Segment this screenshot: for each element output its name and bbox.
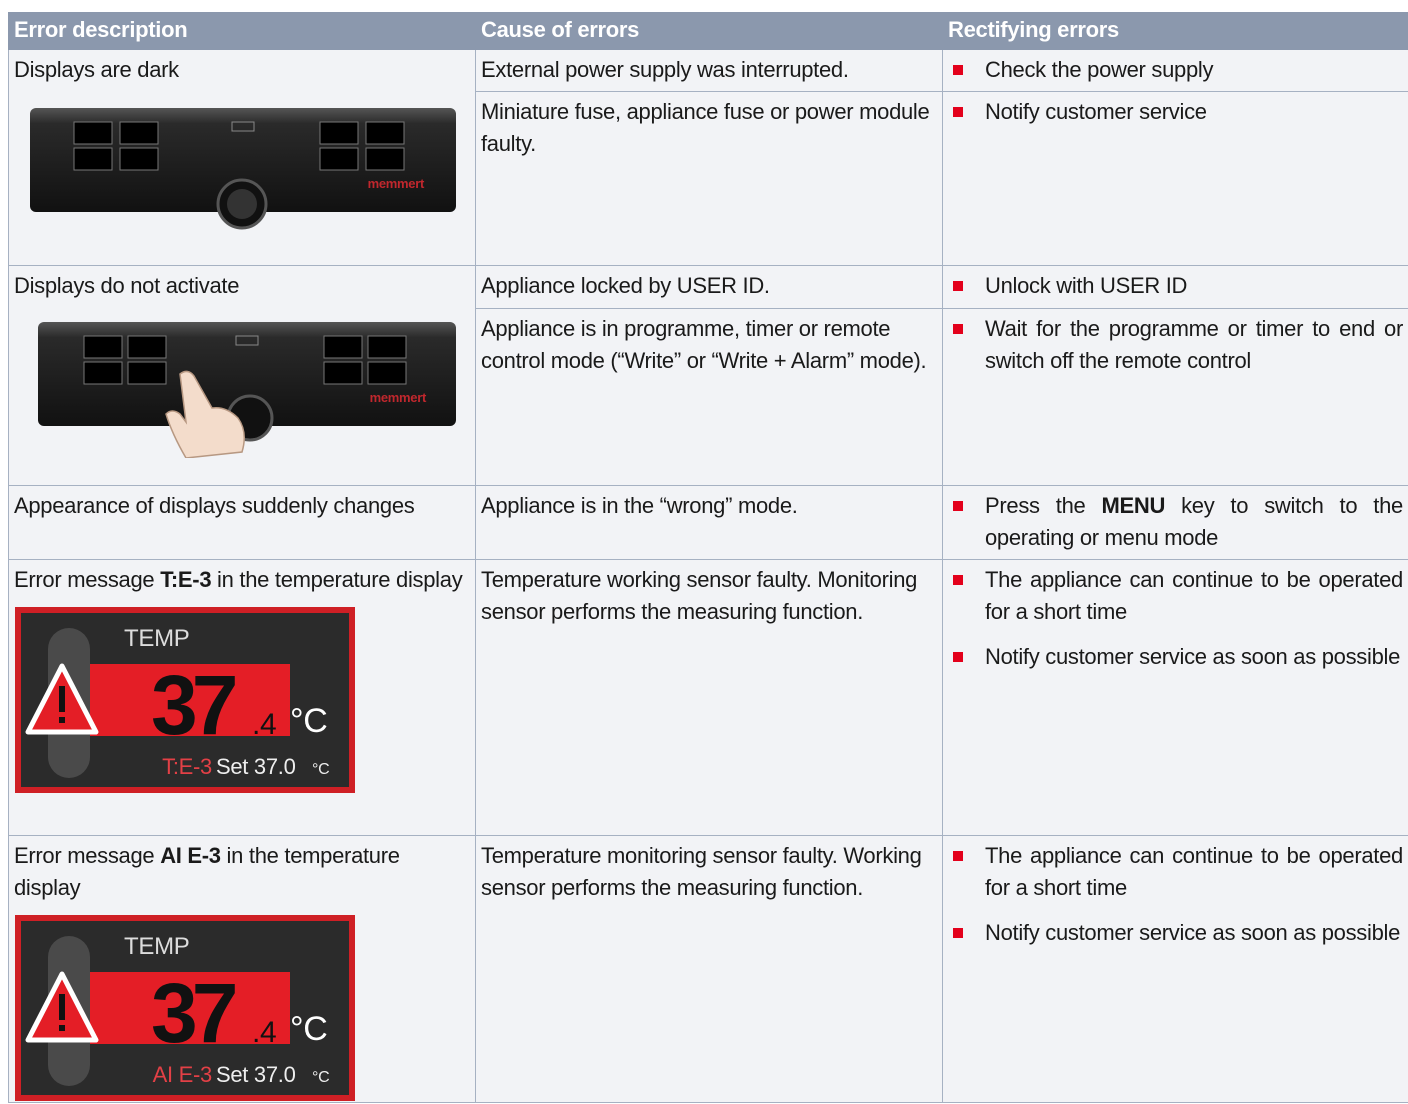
header-cell: Cause of errors: [475, 12, 943, 50]
text: Press the: [985, 493, 1102, 518]
display-set: Set 37.0: [216, 1062, 296, 1087]
text: Error message: [14, 843, 161, 868]
bullet: [953, 107, 963, 117]
temperature-display: TEMP 37 .4 °C AI E-3 Set 37.0 °C: [15, 915, 355, 1101]
display-decimal: .4: [252, 1016, 276, 1049]
remedy-cell: The appliance can continue to be operate…: [942, 559, 1408, 836]
temperature-display: TEMP 37 .4 °C T:E-3 Set 37.0 °C: [15, 607, 355, 793]
bullet: [953, 575, 963, 585]
remedy: Notify customer service as soon as possi…: [953, 641, 1403, 673]
remedy-list: The appliance can continue to be operate…: [953, 564, 1403, 673]
description: Error message AI E-3 in the temperature …: [14, 840, 470, 904]
description: Error message T:E-3 in the temperature d…: [14, 564, 470, 596]
text: in the temperature display: [14, 843, 400, 900]
header-cell: Error description: [8, 12, 476, 50]
remedy: The appliance can continue to be operate…: [953, 840, 1403, 904]
key-name: MENU: [1101, 493, 1166, 518]
description: Displays are dark: [14, 57, 179, 82]
display-value: 37: [151, 658, 236, 752]
control-panel: memmert: [30, 108, 456, 230]
error-code: AI E-3: [160, 843, 221, 868]
remedy: Wait for the programme or timer to end o…: [985, 316, 1403, 373]
description-cell: Displays do not activate memmert: [8, 265, 476, 486]
display-set-unit: °C: [312, 1069, 329, 1086]
bullet: [953, 65, 963, 75]
text: in the temperature display: [211, 567, 463, 592]
bullet: [953, 501, 963, 511]
bullet: [953, 281, 963, 291]
remedy-text: The appliance can continue to be operate…: [985, 843, 1403, 900]
cause-cell: Appliance is in the “wrong” mode.: [475, 485, 943, 560]
description-cell: Error message AI E-3 in the temperature …: [8, 835, 476, 1103]
remedy-cell: Check the power supply: [942, 49, 1408, 92]
remedy-text: Notify customer service as soon as possi…: [985, 920, 1401, 945]
bullet: [953, 851, 963, 861]
brand: memmert: [368, 176, 425, 191]
cause-cell: Temperature working sensor faulty. Monit…: [475, 559, 943, 836]
bullet: [953, 928, 963, 938]
display-unit: °C: [290, 702, 328, 740]
text: key to switch to the operating or menu m…: [985, 493, 1403, 550]
bullet: [953, 652, 963, 662]
brand: memmert: [370, 390, 427, 405]
text: Error message: [14, 567, 161, 592]
error-code: T:E-3: [160, 567, 212, 592]
display-set-unit: °C: [312, 761, 329, 778]
header-cell: Rectifying errors: [942, 12, 1408, 50]
cause-cell: Miniature fuse, appliance fuse or power …: [475, 91, 943, 266]
display-decimal: .4: [252, 708, 276, 741]
remedy-cell: Notify customer service: [942, 91, 1408, 266]
description-cell: Displays are dark memmert: [8, 49, 476, 266]
display-value: 37: [151, 966, 236, 1060]
description-cell: Error message T:E-3 in the temperature d…: [8, 559, 476, 836]
remedy: Notify customer service as soon as possi…: [953, 917, 1403, 949]
description-cell: Appearance of displays suddenly changes: [8, 485, 476, 560]
remedy: Check the power supply: [985, 57, 1214, 82]
remedy: The appliance can continue to be operate…: [953, 564, 1403, 628]
description: Displays do not activate: [14, 273, 240, 298]
display-set: Set 37.0: [216, 754, 296, 779]
document: Error description Cause of errors Rectif…: [8, 12, 1408, 1104]
cause-cell: Appliance is in programme, timer or remo…: [475, 308, 943, 486]
control-panel: memmert: [38, 322, 456, 458]
remedy: Press the MENU key to switch to the oper…: [985, 493, 1403, 550]
display-label: TEMP: [124, 933, 189, 960]
cause-cell: External power supply was interrupted.: [475, 49, 943, 92]
error-table: Error description Cause of errors Rectif…: [8, 12, 1408, 1103]
display-unit: °C: [290, 1010, 328, 1048]
remedy: Notify customer service: [985, 99, 1207, 124]
display-error: T:E-3: [162, 754, 212, 779]
remedy-cell: Press the MENU key to switch to the oper…: [942, 485, 1408, 560]
remedy-text: The appliance can continue to be operate…: [985, 567, 1403, 624]
remedy-cell: Wait for the programme or timer to end o…: [942, 308, 1408, 486]
cause-cell: Appliance locked by USER ID.: [475, 265, 943, 309]
display-error: AI E-3: [153, 1062, 212, 1087]
cause-cell: Temperature monitoring sensor faulty. Wo…: [475, 835, 943, 1103]
bullet: [953, 324, 963, 334]
remedy-cell: Unlock with USER ID: [942, 265, 1408, 309]
remedy: Unlock with USER ID: [985, 273, 1188, 298]
header-row: Error description Cause of errors Rectif…: [8, 12, 1408, 50]
remedy-list: The appliance can continue to be operate…: [953, 840, 1403, 949]
remedy-text: Notify customer service as soon as possi…: [985, 644, 1401, 669]
remedy-cell: The appliance can continue to be operate…: [942, 835, 1408, 1103]
display-label: TEMP: [124, 625, 189, 652]
